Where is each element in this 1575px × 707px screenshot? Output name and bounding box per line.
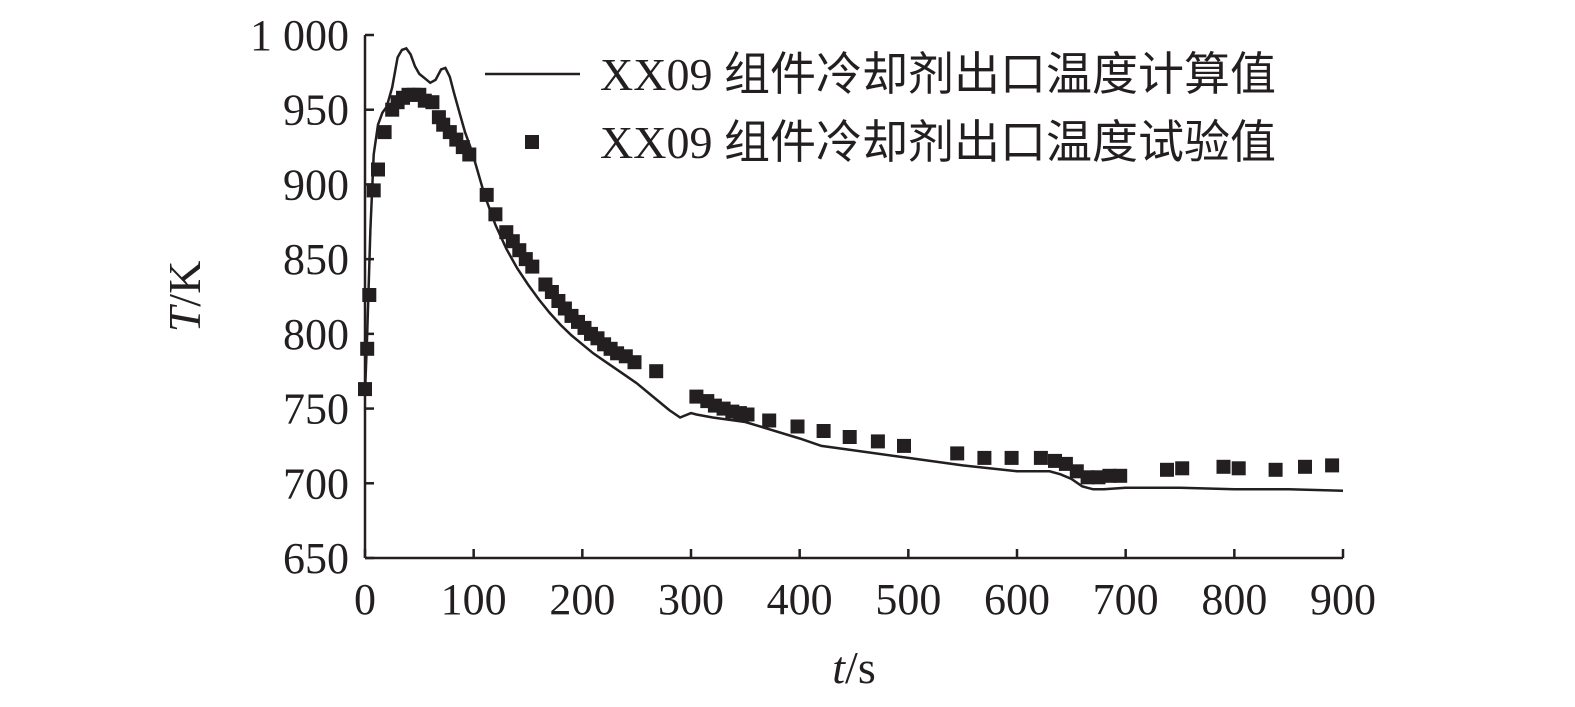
x-tick-label: 200 [549, 575, 615, 624]
data-point-marker [816, 424, 831, 438]
x-tick-label: 300 [658, 575, 724, 624]
x-tick-label: 500 [875, 575, 941, 624]
y-axis-title: T/K [159, 261, 210, 333]
data-point-marker [790, 419, 805, 434]
data-point-marker [360, 341, 375, 356]
data-point-marker [1102, 468, 1117, 483]
y-axis-unit: /K [159, 261, 210, 307]
data-point-marker [371, 162, 385, 177]
y-tick-label: 700 [283, 459, 349, 508]
x-axis-var: t [832, 642, 846, 693]
data-point-marker [358, 382, 372, 397]
data-point-marker [1175, 461, 1190, 476]
data-point-marker [897, 438, 911, 453]
data-point-marker [1033, 450, 1048, 465]
data-point-marker [1216, 459, 1231, 474]
x-tick-label: 700 [1093, 575, 1159, 624]
y-tick-label: 1 000 [250, 11, 349, 60]
x-ticks: 0 100 200 300 400 500 600 700 800 900 [354, 549, 1376, 624]
x-axis-unit: /s [845, 642, 876, 693]
data-point-marker [689, 389, 704, 404]
y-axis-var: T [159, 303, 210, 332]
data-point-marker [1080, 470, 1095, 485]
x-axis-title: t/s [832, 642, 875, 693]
y-tick-label: 900 [283, 160, 349, 209]
data-point-marker [425, 95, 440, 110]
data-point-marker [627, 355, 642, 370]
x-tick-label: 900 [1310, 575, 1376, 624]
data-point-marker [1268, 462, 1283, 477]
data-point-marker [366, 183, 381, 198]
data-point-marker [842, 430, 857, 444]
data-point-marker [1091, 470, 1106, 485]
data-point-marker [1113, 468, 1128, 483]
legend: XX09 组件冷却剂出口温度计算值 XX09 组件冷却剂出口温度试验值 [485, 49, 1276, 168]
data-point-marker [1160, 462, 1174, 477]
data-point-marker [1069, 464, 1084, 479]
y-ticks: 650 700 750 800 850 900 950 1 000 [250, 11, 374, 583]
legend-marker-sample [525, 135, 539, 149]
data-point-marker [479, 187, 494, 202]
data-point-marker [362, 288, 377, 302]
y-tick-label: 950 [283, 86, 349, 135]
legend-label-experimental: XX09 组件冷却剂出口温度试验值 [600, 117, 1276, 168]
y-tick-label: 650 [283, 534, 349, 583]
data-point-marker [1231, 461, 1246, 476]
data-point-marker [377, 125, 392, 140]
data-point-marker [1058, 456, 1073, 471]
data-point-marker [462, 147, 477, 162]
y-tick-label: 750 [283, 385, 349, 434]
axes [363, 35, 1343, 560]
data-point-marker [1048, 453, 1062, 468]
data-point-marker [870, 434, 885, 449]
y-tick-label: 800 [283, 310, 349, 359]
data-point-marker [950, 446, 965, 461]
data-point-marker [740, 407, 755, 422]
data-point-marker [762, 413, 777, 428]
data-point-marker [649, 364, 664, 379]
legend-label-calculated: XX09 组件冷却剂出口温度计算值 [600, 49, 1276, 100]
x-tick-label: 600 [984, 575, 1050, 624]
data-point-marker [1325, 458, 1340, 473]
data-point-marker [488, 207, 503, 222]
data-point-marker [1004, 450, 1019, 465]
y-tick-label: 850 [283, 235, 349, 284]
data-point-marker [525, 259, 540, 274]
series-experimental-markers [358, 87, 1340, 485]
data-point-marker [977, 450, 992, 465]
x-tick-label: 100 [441, 575, 507, 624]
x-tick-label: 400 [767, 575, 833, 624]
data-point-marker [1298, 459, 1312, 474]
series-calculated-line [363, 46, 1344, 493]
x-tick-label: 0 [354, 575, 376, 624]
x-tick-label: 800 [1201, 575, 1267, 624]
